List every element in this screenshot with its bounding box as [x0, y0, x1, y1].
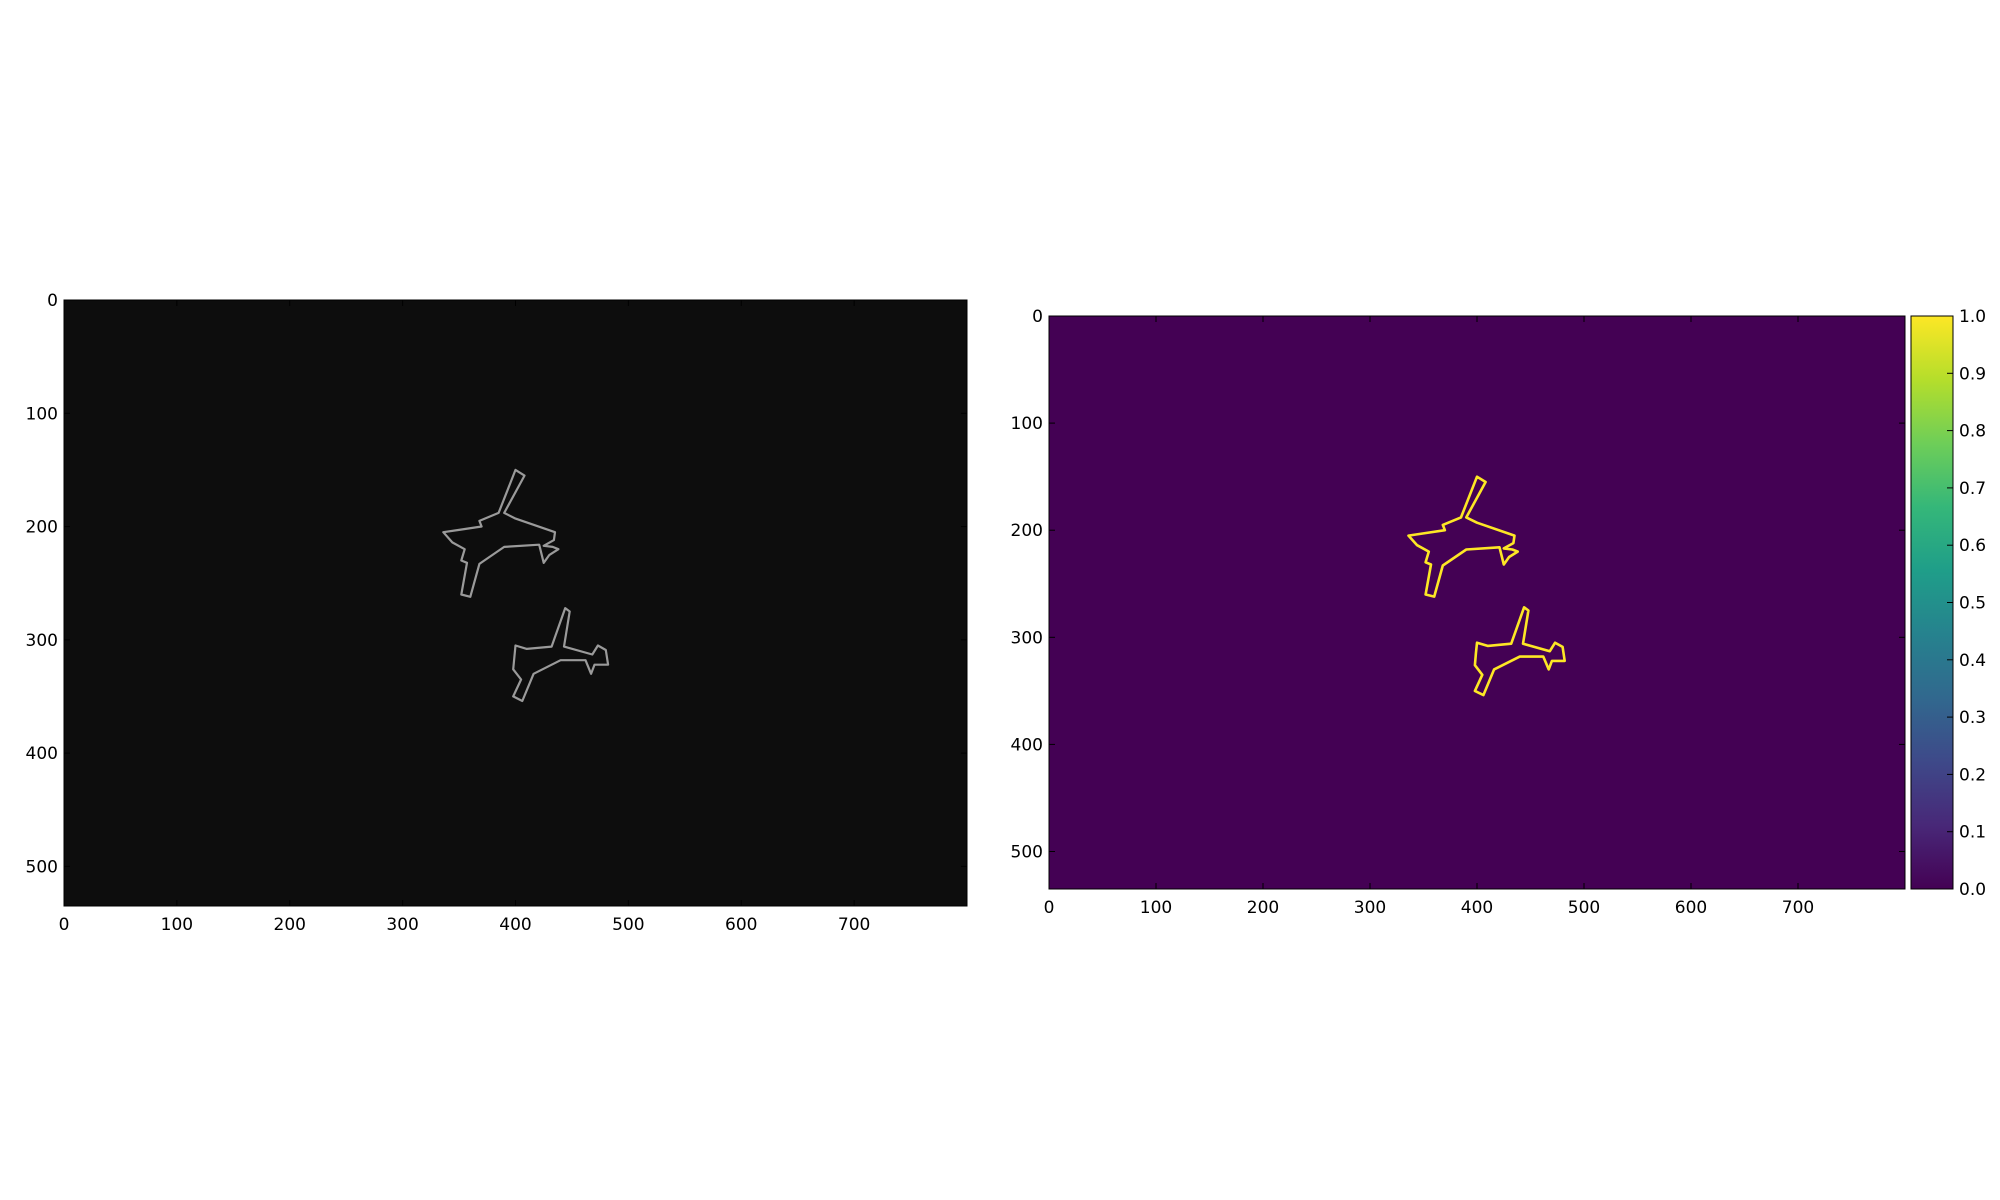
x-tick-label: 700	[1782, 898, 1814, 918]
colorbar-tick-label: 0.8	[1959, 422, 1986, 442]
edge-mask-heatmap-panel: 0 100 200 300 400 500 600 700 0 100 200 300 400 500	[1011, 307, 1906, 918]
grayscale-image-panel: 0 100 200 300 400 500 600 700 0 100 200 300 400 500	[26, 291, 968, 935]
image-background	[64, 300, 967, 906]
colorbar-tick-label: 0.3	[1959, 708, 1986, 728]
airplane-lower-outline	[1473, 605, 1566, 697]
y-tick-label: 500	[1011, 843, 1043, 863]
y-tick-label: 0	[1032, 307, 1043, 327]
y-tick-label: 300	[1011, 628, 1043, 648]
y-tick-label: 0	[47, 291, 58, 311]
y-tick-label: 100	[1011, 414, 1043, 434]
x-tick-label: 700	[838, 915, 870, 935]
x-tick-label: 0	[59, 915, 70, 935]
x-tick-label: 600	[1675, 898, 1707, 918]
y-tick-label: 500	[26, 857, 58, 877]
colorbar-tick-label: 0.4	[1959, 651, 1986, 671]
y-tick-label: 100	[26, 404, 58, 424]
y-tick-label: 200	[26, 518, 58, 538]
colorbar-gradient	[1911, 316, 1953, 889]
airplane-lower-outline	[512, 606, 610, 703]
x-tick-label: 500	[612, 915, 644, 935]
colorbar-tick-label: 0.9	[1959, 364, 1986, 384]
image-background	[1049, 316, 1905, 889]
colorbar-tick-label: 1.0	[1959, 307, 1986, 327]
x-tick-label: 500	[1568, 898, 1600, 918]
y-tick-label: 200	[1011, 521, 1043, 541]
x-tick-label: 300	[1354, 898, 1386, 918]
colorbar-tick-label: 0.6	[1959, 536, 1986, 556]
y-tick-label: 300	[26, 631, 58, 651]
colorbar-tick-label: 0.2	[1959, 765, 1986, 785]
x-tick-label: 100	[1140, 898, 1172, 918]
x-tick-label: 200	[274, 915, 306, 935]
x-tick-label: 600	[725, 915, 757, 935]
airplane-upper-outline	[442, 468, 560, 598]
colorbar-tick-label: 0.5	[1959, 594, 1986, 614]
x-tick-label: 300	[386, 915, 418, 935]
x-tick-label: 100	[161, 915, 193, 935]
colorbar-tick-label: 0.0	[1959, 880, 1986, 900]
airplane-upper-outline	[1407, 475, 1519, 598]
x-tick-label: 400	[499, 915, 531, 935]
x-tick-label: 200	[1247, 898, 1279, 918]
x-tick-label: 0	[1044, 898, 1055, 918]
colorbar-tick-label: 0.7	[1959, 479, 1986, 499]
colorbar: 0.0 0.1 0.2 0.3 0.4 0.5 0.6 0.7 0.8 0.9 1.0	[1910, 307, 1986, 900]
colorbar-tick-label: 0.1	[1959, 823, 1986, 843]
y-tick-label: 400	[26, 744, 58, 764]
y-tick-label: 400	[1011, 735, 1043, 755]
x-tick-label: 400	[1461, 898, 1493, 918]
